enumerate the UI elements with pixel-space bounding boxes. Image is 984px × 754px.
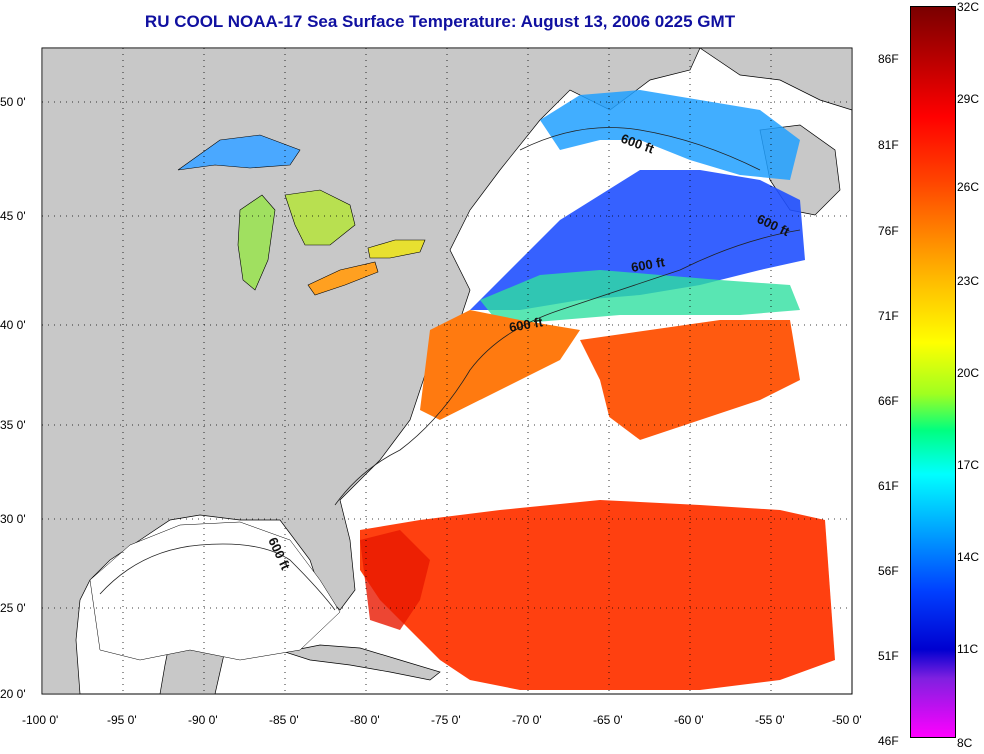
lake-superior bbox=[177, 134, 301, 171]
colorbar-f-label: 61F bbox=[878, 479, 899, 493]
lon-tick: -75 0' bbox=[431, 713, 461, 727]
lon-axis: -100 0' -95 0' -90 0' -85 0' -80 0' -75 … bbox=[22, 713, 862, 727]
colorbar-c-label: 20C bbox=[957, 366, 980, 380]
colorbar-f-label: 56F bbox=[878, 564, 899, 578]
contour-label-gulf-of-maine: 600 ft bbox=[630, 254, 667, 275]
sst-gulf-of-st-lawrence bbox=[540, 90, 800, 180]
colorbar-f-label: 76F bbox=[878, 224, 899, 238]
land-labrador bbox=[698, 47, 853, 111]
lake-huron bbox=[284, 189, 356, 246]
lat-tick: 35 0' bbox=[0, 418, 26, 432]
lat-tick: 50 0' bbox=[0, 95, 26, 109]
lat-axis: 50 0' 45 0' 40 0' 35 0' 30 0' 25 0' 20 0… bbox=[0, 95, 26, 701]
lat-tick: 20 0' bbox=[0, 687, 26, 701]
lon-tick: -100 0' bbox=[22, 713, 58, 727]
lon-tick: -55 0' bbox=[755, 713, 785, 727]
map-title: RU COOL NOAA-17 Sea Surface Temperature:… bbox=[144, 12, 736, 31]
lon-tick: -85 0' bbox=[269, 713, 299, 727]
lake-michigan bbox=[237, 194, 276, 291]
colorbar-f-label: 86F bbox=[878, 52, 899, 66]
lon-tick: -90 0' bbox=[188, 713, 218, 727]
colorbar-f-label: 81F bbox=[878, 138, 899, 152]
lake-erie bbox=[307, 261, 379, 296]
land-cuba bbox=[283, 644, 441, 681]
colorbar-f-label: 66F bbox=[878, 394, 899, 408]
colorbar-c-label: 14C bbox=[957, 550, 980, 564]
lat-tick: 25 0' bbox=[0, 601, 26, 615]
lon-tick: -95 0' bbox=[107, 713, 137, 727]
lon-tick: -60 0' bbox=[674, 713, 704, 727]
colorbar-c-label: 8C bbox=[957, 736, 973, 750]
lon-tick: -65 0' bbox=[593, 713, 623, 727]
colorbar-f-label: 71F bbox=[878, 309, 899, 323]
sst-subtropical bbox=[360, 500, 835, 690]
colorbar-c-label: 17C bbox=[957, 458, 980, 472]
colorbar-c-label: 32C bbox=[957, 0, 980, 14]
lat-tick: 30 0' bbox=[0, 512, 26, 526]
colorbar-c-label: 29C bbox=[957, 92, 980, 106]
colorbar-f-label: 46F bbox=[878, 734, 899, 748]
lon-tick: -70 0' bbox=[512, 713, 542, 727]
colorbar-c-label: 23C bbox=[957, 274, 980, 288]
lake-ontario bbox=[367, 239, 426, 259]
lat-tick: 40 0' bbox=[0, 318, 26, 332]
colorbar-c-label: 26C bbox=[957, 180, 980, 194]
sst-gulf-stream bbox=[580, 320, 800, 440]
contour-label-mid-atlantic: 600 ft bbox=[508, 314, 545, 335]
lat-tick: 45 0' bbox=[0, 209, 26, 223]
sst-sargasso-warm bbox=[360, 530, 430, 630]
sst-cloud-band bbox=[380, 380, 825, 510]
depth-contour-600ft bbox=[99, 127, 801, 611]
lon-tick: -80 0' bbox=[350, 713, 380, 727]
sst-shelf-green bbox=[480, 270, 800, 325]
temperature-colorbar bbox=[910, 6, 956, 738]
colorbar-f-label: 51F bbox=[878, 649, 899, 663]
lon-tick: -50 0' bbox=[832, 713, 862, 727]
colorbar-c-label: 11C bbox=[957, 642, 979, 656]
sst-mid-atlantic bbox=[420, 310, 580, 420]
